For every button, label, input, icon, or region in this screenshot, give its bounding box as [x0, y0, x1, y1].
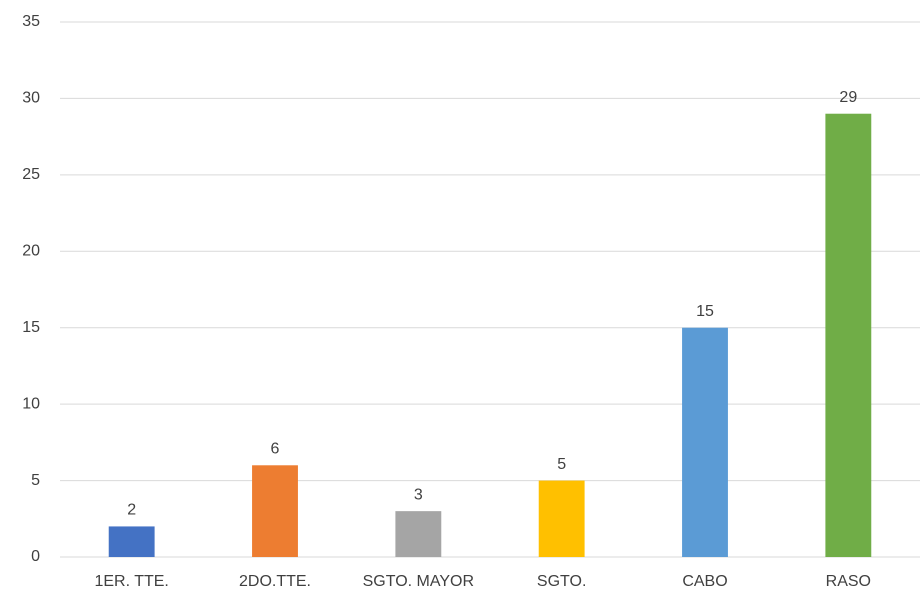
y-tick-label: 35: [22, 13, 40, 30]
bar: [538, 480, 585, 557]
data-label: 2: [127, 502, 136, 519]
x-tick-label: SGTO.: [537, 573, 587, 590]
y-tick-label: 10: [22, 395, 40, 412]
bar: [825, 113, 872, 557]
bar: [395, 511, 442, 557]
x-tick-label: RASO: [826, 573, 871, 590]
data-label: 5: [557, 456, 566, 473]
y-tick-label: 30: [22, 90, 40, 107]
bar: [108, 526, 155, 557]
y-tick-label: 20: [22, 243, 40, 260]
x-tick-label: 1ER. TTE.: [94, 573, 168, 590]
y-tick-label: 15: [22, 319, 40, 336]
y-tick-label: 5: [31, 472, 40, 489]
x-tick-label: 2DO.TTE.: [239, 573, 311, 590]
data-label: 15: [696, 303, 714, 320]
bar: [682, 327, 728, 557]
data-label: 6: [271, 441, 280, 458]
y-tick-label: 25: [22, 166, 40, 183]
y-tick-label: 0: [31, 548, 40, 565]
x-tick-label: SGTO. MAYOR: [363, 573, 474, 590]
bar: [252, 465, 298, 557]
x-tick-label: CABO: [682, 573, 727, 590]
data-label: 3: [414, 486, 423, 503]
data-label: 29: [839, 89, 857, 106]
